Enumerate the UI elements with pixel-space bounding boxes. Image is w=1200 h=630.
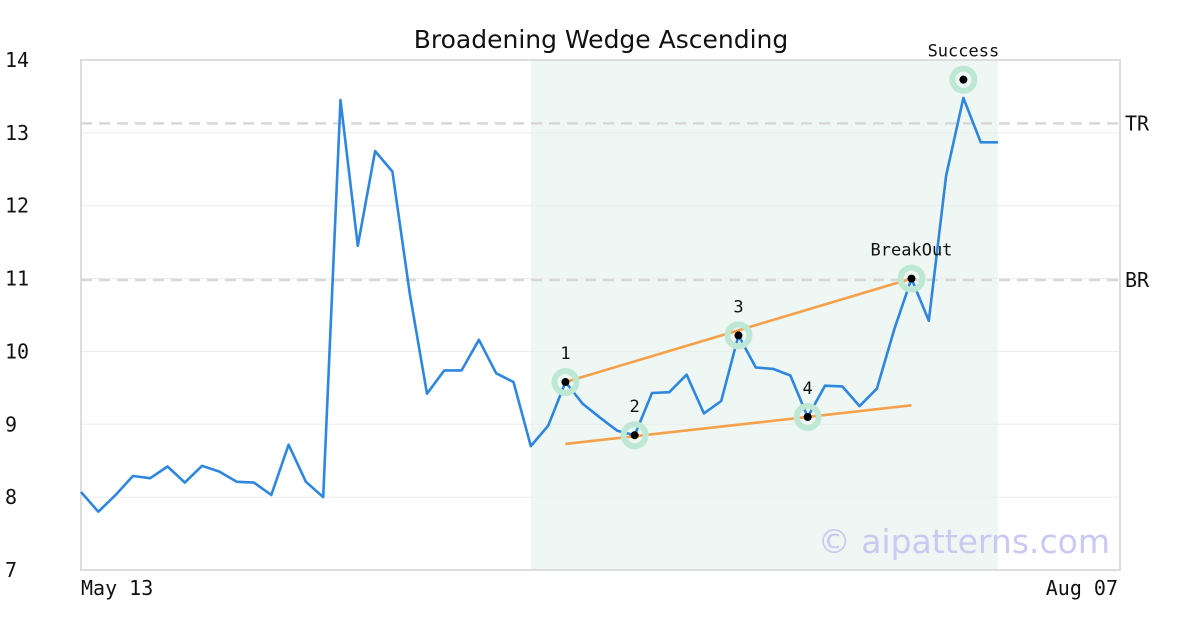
point-halo	[897, 264, 926, 293]
x-tick-label-start: May 13	[81, 576, 153, 600]
point-halo	[620, 421, 649, 450]
point-halo	[949, 65, 978, 94]
point-halo	[793, 403, 822, 431]
y-tick-label: 14	[5, 48, 29, 72]
point-dot	[734, 331, 743, 340]
y-axis: 7 8 9 10 11 12 13 14	[5, 48, 29, 582]
point-label: Success	[928, 42, 1000, 62]
price-line	[80, 96, 998, 513]
y-tick-label: 8	[5, 485, 17, 509]
reference-label-br: BR	[1125, 268, 1150, 292]
pattern-point-2: 2	[620, 397, 649, 450]
chart-title: Broadening Wedge Ascending	[414, 25, 789, 54]
point-dot	[630, 431, 639, 440]
y-tick-label: 9	[5, 412, 17, 436]
point-halo	[724, 321, 753, 350]
point-dot	[561, 378, 570, 387]
point-dot	[959, 75, 968, 84]
pattern-point-4: 4	[793, 379, 822, 431]
y-tick-label: 12	[5, 194, 29, 218]
point-label: BreakOut	[871, 241, 953, 261]
grid-lines	[81, 132, 1120, 498]
point-halo	[551, 368, 580, 397]
point-label: 3	[733, 297, 743, 317]
x-axis: May 13 Aug 07	[81, 576, 1118, 600]
y-tick-label: 10	[5, 339, 29, 363]
y-tick-label: 11	[5, 267, 29, 291]
point-label: 4	[803, 379, 813, 399]
pattern-points: 1 2 3 4 BreakOut Success	[551, 42, 1000, 450]
point-label: 2	[630, 397, 640, 417]
plot-frame	[80, 59, 1121, 571]
reference-label-tr: TR	[1125, 111, 1150, 135]
point-dot	[803, 413, 812, 421]
pattern-point-1: 1	[551, 344, 580, 397]
y-tick-label: 13	[5, 121, 29, 145]
pattern-point-success: Success	[928, 42, 1000, 94]
watermark: © aipatterns.com	[818, 522, 1110, 561]
point-dot	[907, 274, 916, 283]
pattern-point-breakout: BreakOut	[871, 241, 953, 293]
reference-lines: TR BR	[81, 111, 1150, 292]
x-tick-label-end: Aug 07	[1046, 576, 1118, 600]
trendline-upper	[565, 277, 912, 384]
pattern-point-3: 3	[724, 297, 753, 350]
point-label: 1	[560, 344, 570, 364]
pattern-zone	[530, 60, 998, 570]
y-tick-label: 7	[5, 558, 17, 582]
